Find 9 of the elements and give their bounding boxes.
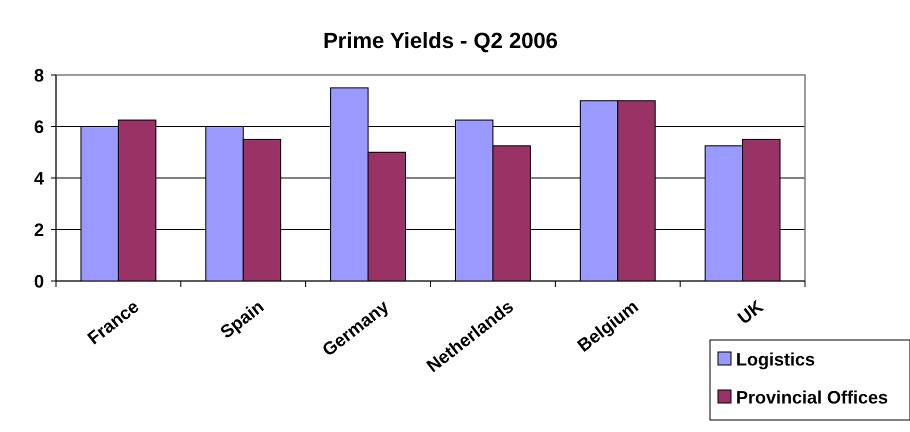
y-tick-label: 8 xyxy=(34,65,44,86)
chart-title: Prime Yields - Q2 2006 xyxy=(323,28,558,53)
y-tick-label: 2 xyxy=(34,220,44,240)
legend-label: Logistics xyxy=(736,349,816,370)
x-tick-label: UK xyxy=(734,296,767,328)
legend-label: Provincial Offices xyxy=(736,387,888,408)
y-tick-label: 6 xyxy=(34,116,44,137)
y-tick-label: 4 xyxy=(34,168,44,188)
y-tick-label: 0 xyxy=(34,271,44,292)
